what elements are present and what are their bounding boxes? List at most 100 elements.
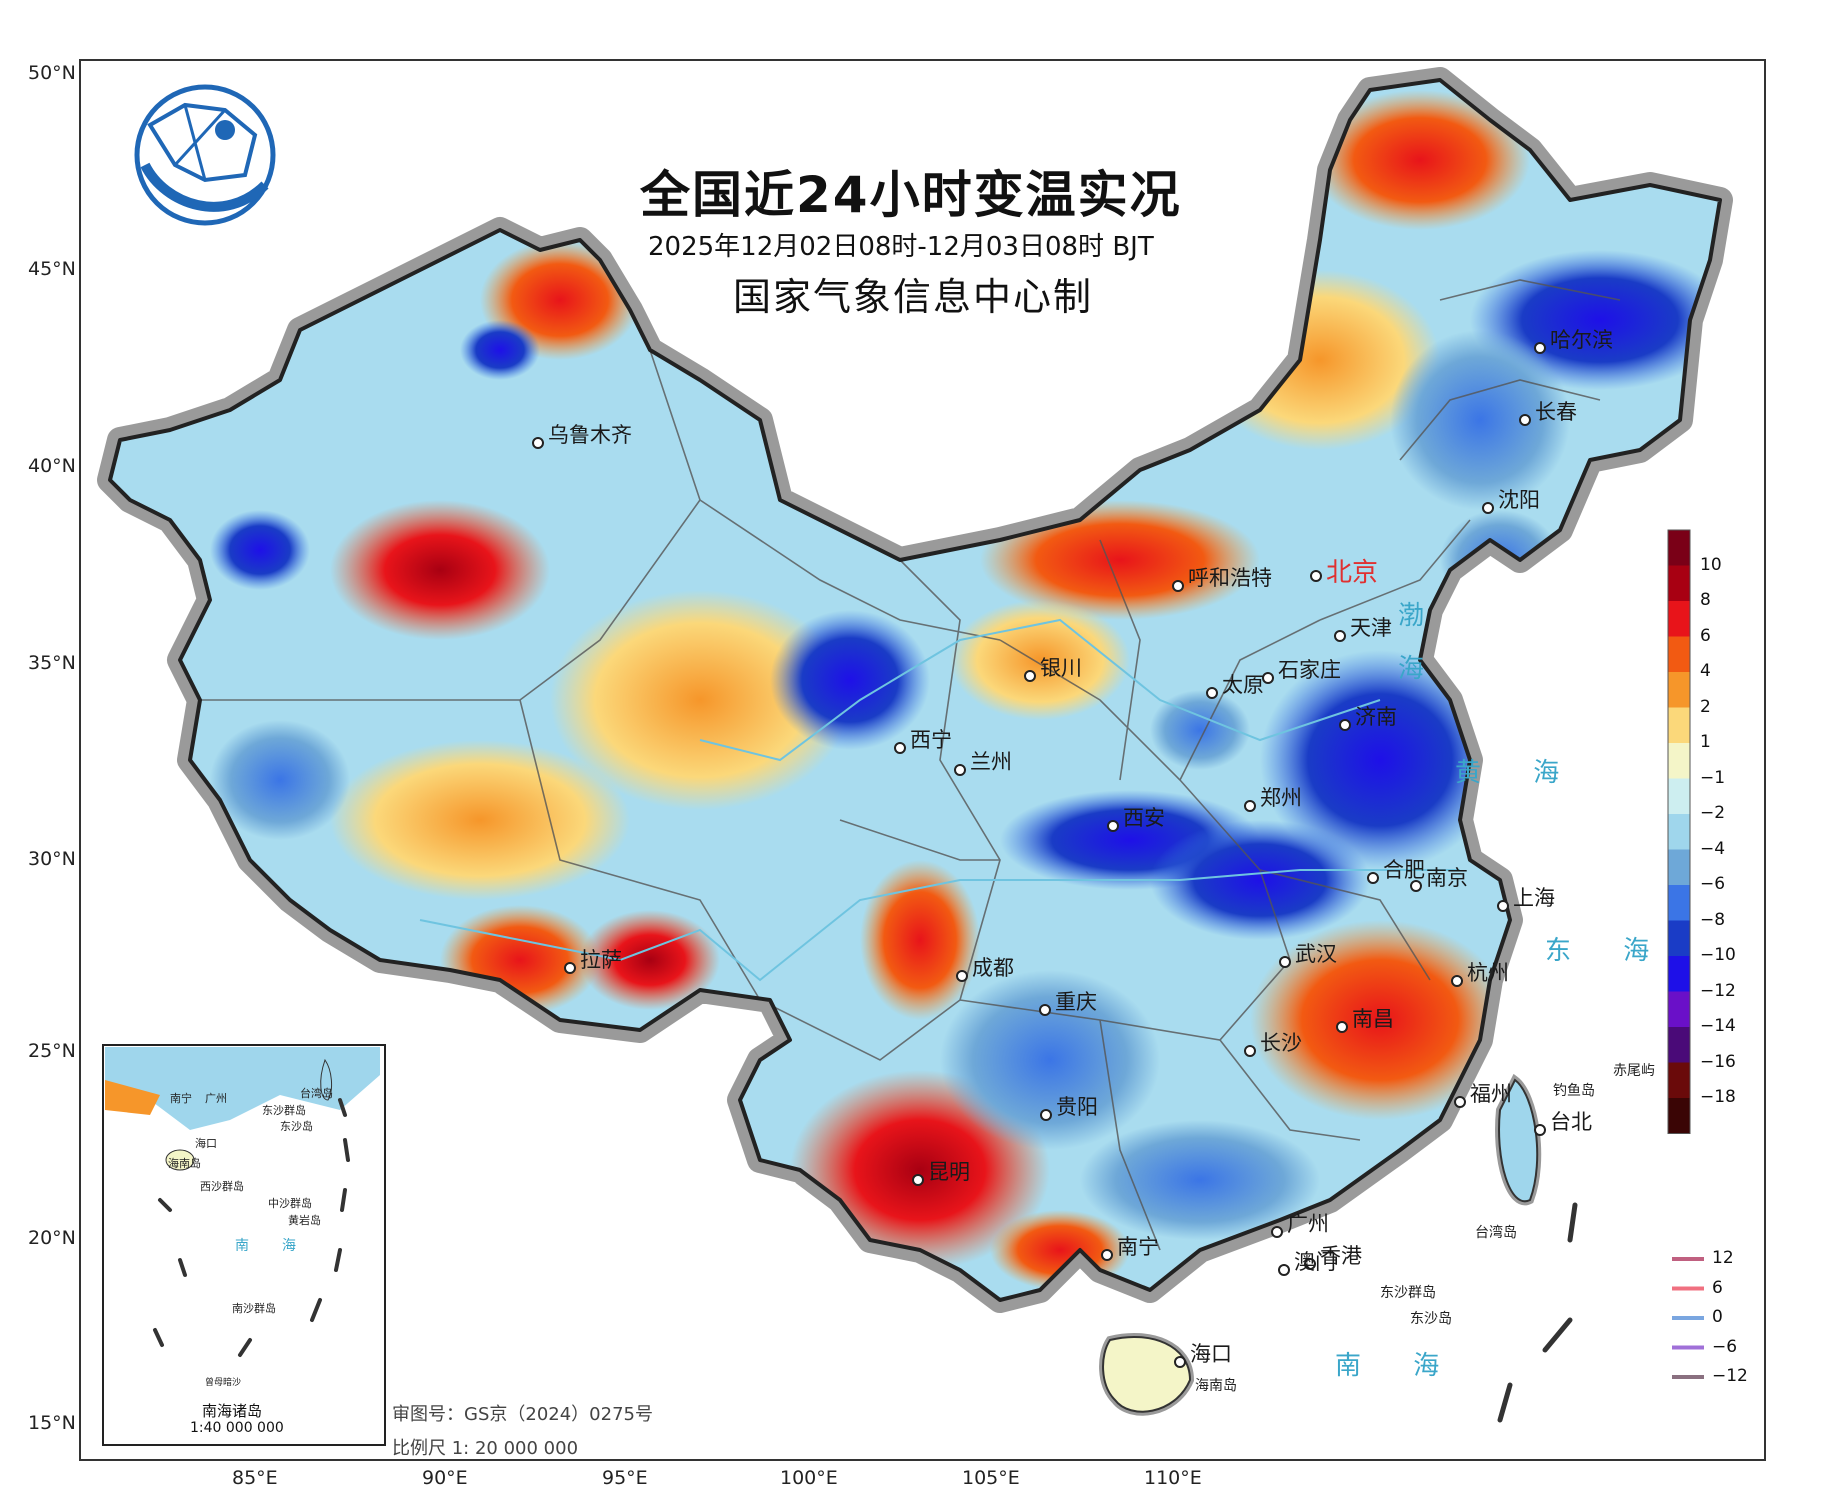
legend-value: 1 (1700, 732, 1711, 752)
city-marker (956, 970, 968, 982)
lat-label: 25°N (28, 1040, 76, 1062)
map-title: 全国近24小时变温实况 (640, 166, 1182, 224)
city-label: 长春 (1535, 400, 1577, 424)
city-label: 贵阳 (1056, 1095, 1098, 1119)
city-label: 郑州 (1260, 786, 1302, 810)
legend-swatch (1668, 601, 1690, 637)
city-label: 南京 (1426, 866, 1468, 890)
city-label: 昆明 (928, 1160, 970, 1184)
city-label: 太原 (1222, 673, 1264, 697)
city-marker (1040, 1109, 1052, 1121)
south-china-sea-inset (102, 1044, 386, 1446)
city-label: 石家庄 (1278, 658, 1341, 682)
inset-scale: 1:40 000 000 (190, 1420, 284, 1436)
inset-label: 西沙群岛 (200, 1180, 244, 1193)
city-label: 南昌 (1352, 1007, 1394, 1031)
inset-label: 黄岩岛 (288, 1214, 321, 1227)
city-label: 武汉 (1295, 942, 1337, 966)
map-frame (79, 59, 1766, 1461)
city-marker (1039, 1004, 1051, 1016)
map-producer: 国家气象信息中心制 (733, 275, 1094, 319)
city-label: 银川 (1040, 656, 1082, 680)
lat-label: 20°N (28, 1227, 76, 1249)
lon-label: 110°E (1144, 1467, 1202, 1489)
legend-swatch (1668, 1062, 1690, 1099)
legend-swatch (1668, 672, 1690, 708)
city-marker (564, 962, 576, 974)
rivers (419, 618, 1460, 982)
inset-label: 海 (282, 1238, 296, 1254)
contour-line-legend (1672, 1257, 1704, 1379)
city-label: 福州 (1470, 1082, 1512, 1106)
legend-swatch (1668, 565, 1690, 602)
city-marker (1310, 570, 1322, 582)
city-label: 沈阳 (1498, 488, 1540, 512)
color-legend (1667, 529, 1691, 1134)
inset-label: 海南岛 (168, 1157, 201, 1170)
legend-value: −18 (1700, 1087, 1736, 1107)
city-marker (1334, 630, 1346, 642)
legend-value: 4 (1700, 661, 1711, 681)
legend-value: 8 (1700, 590, 1711, 610)
legend-swatch (1668, 530, 1690, 566)
city-label: 海口 (1190, 1342, 1232, 1366)
legend-swatch (1668, 814, 1690, 850)
lat-label: 30°N (28, 848, 76, 870)
line-legend-label: −12 (1712, 1366, 1748, 1386)
city-label: 哈尔滨 (1550, 328, 1613, 352)
city-marker (1271, 1226, 1283, 1238)
legend-swatch (1668, 956, 1690, 992)
city-label: 重庆 (1055, 990, 1097, 1014)
sea-label-yellow: 黄 海 (1455, 758, 1582, 788)
inset-title: 南海诸岛 (202, 1402, 263, 1420)
city-label: 西安 (1123, 806, 1165, 830)
island-label-taiwan: 台湾岛 (1475, 1225, 1517, 1241)
island-label-hainan: 海南岛 (1195, 1378, 1237, 1394)
province-boundaries (200, 279, 1621, 1251)
inset-label: 南 (235, 1238, 249, 1254)
inset-label: 广州 (205, 1092, 227, 1105)
legend-value: 6 (1700, 625, 1711, 646)
legend-swatch (1668, 778, 1690, 815)
city-label: 成都 (972, 956, 1014, 980)
legend-swatch (1668, 1027, 1690, 1063)
island-label-dongsha-group: 东沙群岛 (1380, 1285, 1436, 1301)
island-label-chiwei: 赤尾屿 (1613, 1063, 1655, 1079)
legend-value: 2 (1700, 696, 1711, 717)
inset-label: 南宁 (170, 1092, 192, 1105)
city-label: 上海 (1513, 886, 1555, 910)
city-marker (1279, 956, 1291, 968)
city-marker (1482, 502, 1494, 514)
sea-label-south: 南 海 (1335, 1351, 1462, 1381)
city-label: 乌鲁木齐 (548, 423, 632, 447)
lat-label: 40°N (28, 455, 76, 477)
island-label-diaoyu: 钓鱼岛 (1553, 1083, 1595, 1099)
map-scale: 比例尺 1: 20 000 000 (392, 1438, 579, 1459)
city-label: 澳门 (1294, 1250, 1336, 1274)
city-marker (1304, 1258, 1316, 1270)
legend-swatch (1668, 991, 1690, 1028)
lat-label: 50°N (28, 62, 76, 84)
line-legend-label: 0 (1712, 1307, 1723, 1327)
island-label-dongsha: 东沙岛 (1410, 1311, 1452, 1327)
legend-value: −8 (1700, 909, 1726, 930)
inset-label: 台湾岛 (300, 1087, 333, 1100)
city-marker (1244, 800, 1256, 812)
city-marker (1519, 414, 1531, 426)
city-marker (1534, 1124, 1546, 1136)
inset-label: 东沙群岛 (262, 1104, 306, 1117)
lon-label: 100°E (780, 1467, 838, 1489)
inset-label: 南沙群岛 (232, 1302, 276, 1315)
city-label: 杭州 (1467, 961, 1509, 985)
lon-label: 95°E (602, 1467, 648, 1489)
lon-label: 105°E (962, 1467, 1020, 1489)
legend-swatch (1668, 743, 1690, 779)
city-marker (1174, 1356, 1186, 1368)
inset-label: 海口 (195, 1137, 217, 1150)
legend-value: −4 (1700, 838, 1726, 859)
sea-boundary-dashes (1497, 1202, 1578, 1423)
sea-label-east: 东 海 (1545, 936, 1672, 966)
city-label: 济南 (1355, 705, 1397, 729)
city-label: 西宁 (910, 728, 952, 752)
